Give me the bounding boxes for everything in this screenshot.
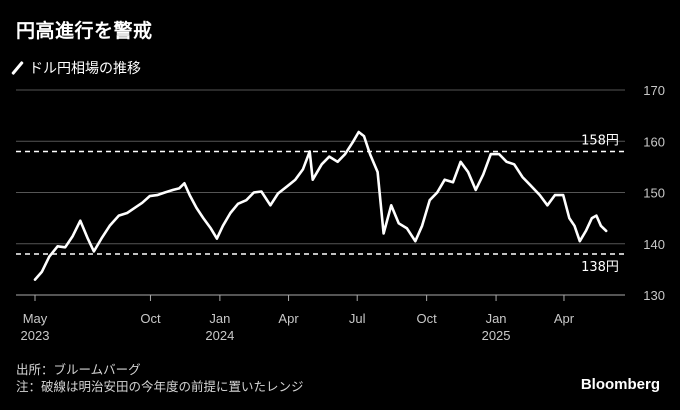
y-tick-label: 150 (643, 186, 665, 201)
reference-line-label: 138円 (581, 260, 619, 275)
series-line (33, 130, 608, 281)
legend-label: ドル円相場の推移 (29, 61, 141, 77)
x-tick-label: Jan (486, 311, 507, 326)
bloomberg-logo: Bloomberg (580, 376, 660, 393)
x-tick-label: Jul (349, 311, 366, 326)
x-tick-label: Apr (554, 311, 575, 326)
x-tick-year-label: 2023 (21, 328, 50, 343)
y-tick-label: 130 (643, 288, 665, 303)
source-text: 出所：ブルームバーグ (16, 362, 141, 377)
note-text: 注：破線は明治安田の今年度の前提に置いたレンジ (16, 379, 304, 394)
x-tick-year-label: 2024 (205, 328, 234, 343)
x-tick-label: Apr (278, 311, 299, 326)
x-tick-label: Oct (417, 311, 438, 326)
y-tick-label: 140 (643, 237, 665, 252)
x-tick-label: Jan (209, 311, 230, 326)
y-tick-label: 160 (643, 134, 665, 149)
x-tick-year-label: 2025 (482, 328, 511, 343)
x-tick-label: May (23, 311, 48, 326)
legend: ドル円相場の推移 (11, 58, 141, 78)
reference-line-label: 158円 (581, 134, 619, 149)
footer-notes: 出所：ブルームバーグ 注：破線は明治安田の今年度の前提に置いたレンジ (16, 361, 304, 395)
y-tick-label: 170 (643, 83, 665, 98)
x-tick-label: Oct (140, 311, 161, 326)
chart-title: 円高進行を警戒 (16, 20, 153, 42)
